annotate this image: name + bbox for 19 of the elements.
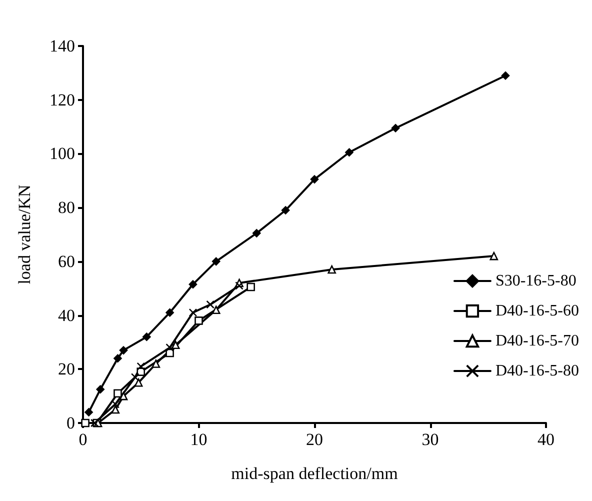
x-tick-label: 30 (422, 430, 439, 449)
legend-label: D40-16-5-70 (495, 332, 580, 350)
y-tick-label: 100 (50, 144, 75, 164)
y-tick-label: 60 (58, 252, 75, 271)
x-axis-title: mid-span deflection/mm (231, 464, 398, 483)
y-axis-title: load value/KN (15, 184, 34, 284)
x-tick-label: 0 (78, 430, 88, 449)
y-tick-label: 120 (50, 90, 75, 110)
legend-label: S30-16-5-80 (495, 272, 576, 290)
y-tick-label: 40 (58, 306, 75, 325)
x-tick-label: 40 (538, 430, 554, 449)
y-tick-label: 0 (66, 414, 75, 432)
y-tick-label: 140 (50, 36, 75, 56)
y-tick-label: 20 (58, 360, 75, 379)
legend-label: D40-16-5-80 (495, 362, 580, 380)
legend-label: D40-16-5-60 (495, 302, 580, 320)
y-tick-label: 80 (58, 198, 75, 218)
x-tick-label: 10 (190, 430, 208, 449)
x-tick-label: 20 (306, 430, 323, 449)
